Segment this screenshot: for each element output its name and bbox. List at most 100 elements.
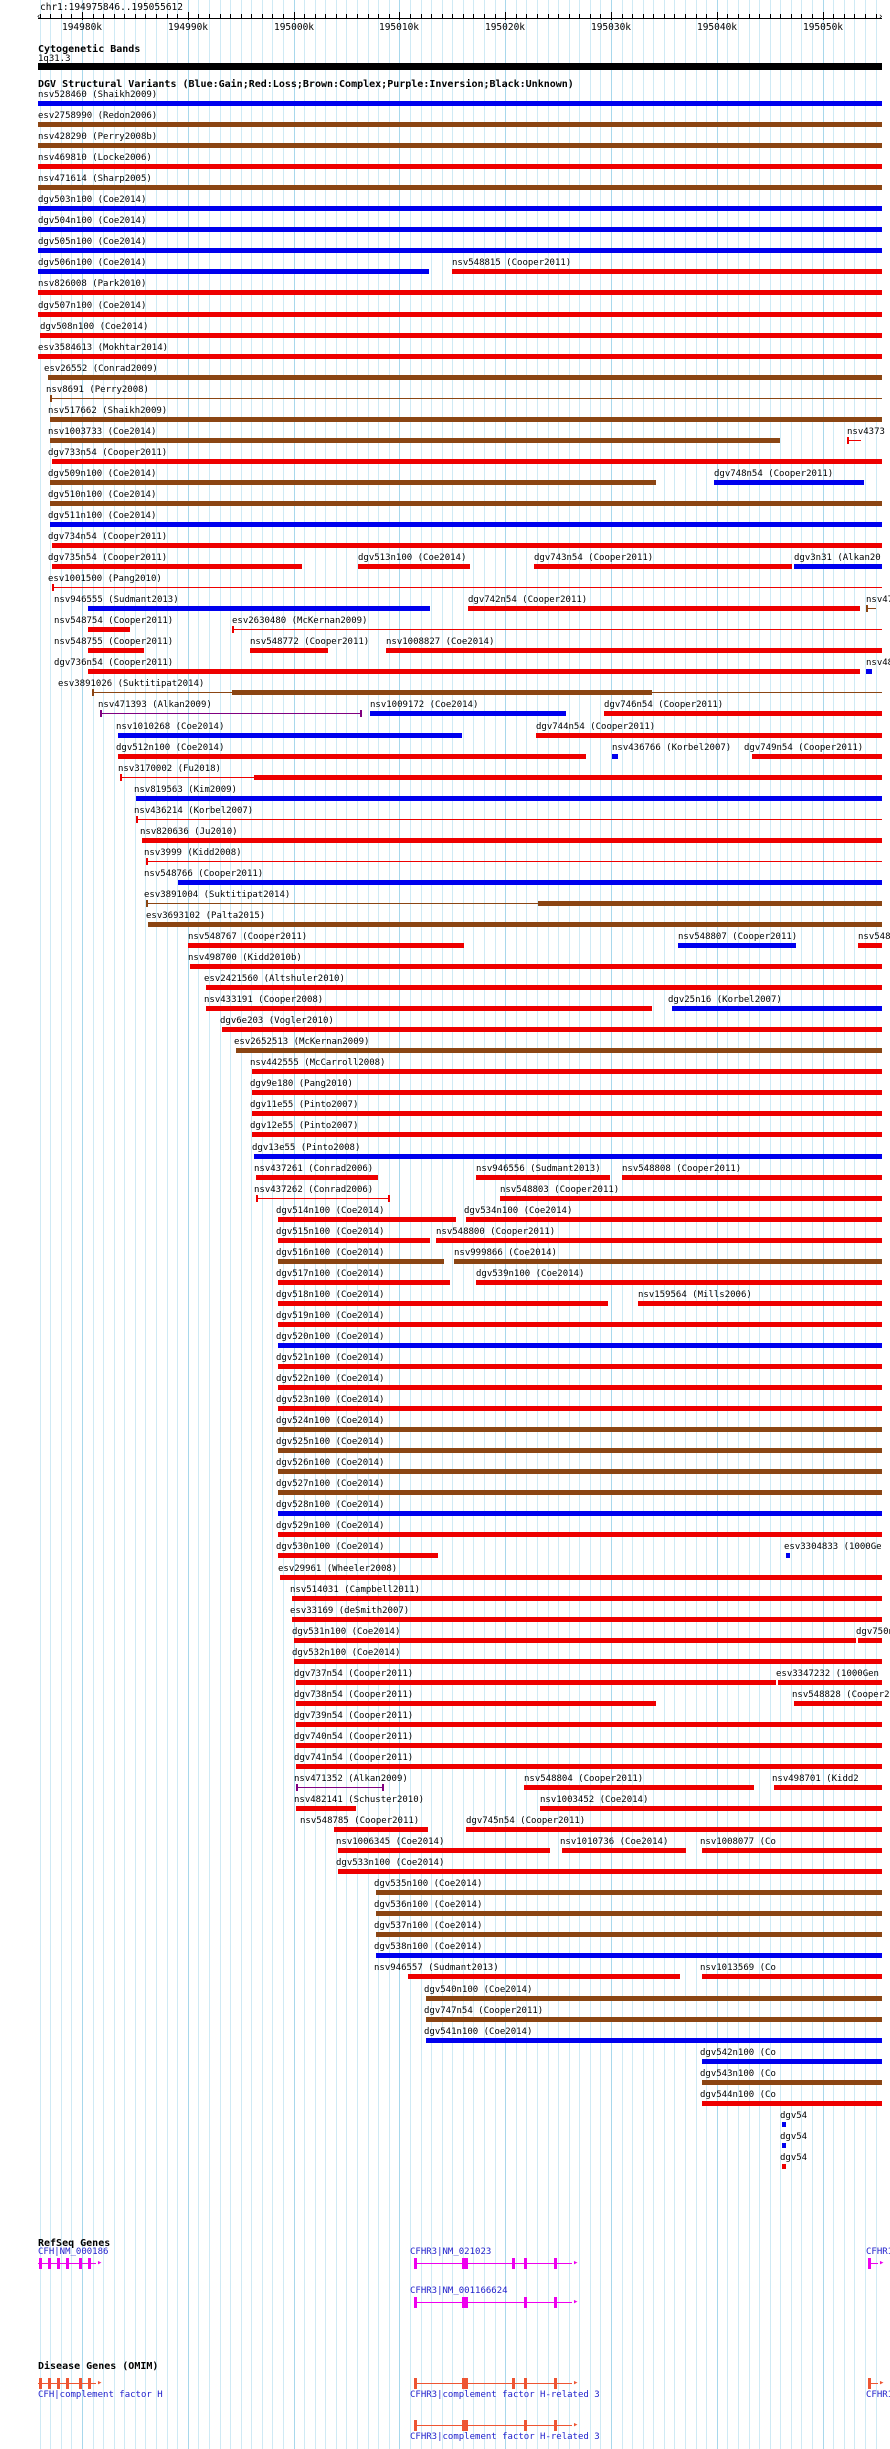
variant-label[interactable]: dgv736n54 (Cooper2011) bbox=[54, 658, 174, 669]
variant-label[interactable]: dgv528n100 (Coe2014) bbox=[276, 1500, 385, 1511]
variant-label[interactable]: dgv737n54 (Cooper2011) bbox=[294, 1668, 414, 1679]
variant-feature-gain[interactable] bbox=[376, 1953, 882, 1960]
variant-feature-loss[interactable] bbox=[408, 1974, 680, 1981]
variant-feature-loss[interactable] bbox=[256, 1194, 390, 1203]
gene-model[interactable]: ▸ bbox=[38, 2258, 104, 2269]
variant-feature-complex[interactable] bbox=[376, 1911, 882, 1918]
variant-feature-loss[interactable] bbox=[500, 1195, 882, 1203]
variant-label[interactable]: nsv548785 (Cooper2011) bbox=[300, 1816, 420, 1827]
variant-feature-complex[interactable] bbox=[538, 900, 882, 908]
variant-feature-loss[interactable] bbox=[254, 774, 882, 782]
variant-feature-complex[interactable] bbox=[50, 416, 882, 424]
variant-feature-loss[interactable] bbox=[88, 648, 144, 655]
variant-label[interactable]: dgv535n100 (Coe2014) bbox=[374, 1879, 483, 1890]
variant-label[interactable]: dgv542n100 (Co bbox=[700, 2047, 776, 2058]
variant-label[interactable]: dgv523n100 (Coe2014) bbox=[276, 1395, 385, 1406]
variant-feature-complex[interactable] bbox=[278, 1490, 882, 1497]
variant-label[interactable]: nsv514031 (Campbell2011) bbox=[290, 1584, 421, 1595]
gene-model[interactable]: ▸ bbox=[414, 2420, 580, 2431]
variant-feature-complex[interactable] bbox=[232, 690, 652, 697]
variant-feature-loss[interactable] bbox=[296, 1679, 776, 1687]
variant-feature-loss[interactable] bbox=[296, 1721, 882, 1729]
variant-feature-loss[interactable] bbox=[38, 290, 882, 297]
variant-feature-gain[interactable] bbox=[714, 479, 864, 487]
variant-feature-gain[interactable] bbox=[866, 669, 872, 676]
variant-feature-loss[interactable] bbox=[38, 353, 882, 361]
variant-feature-loss[interactable] bbox=[466, 1827, 882, 1834]
variant-label[interactable]: nsv437261 (Conrad2006) bbox=[254, 1163, 374, 1174]
variant-feature-complex[interactable] bbox=[50, 479, 656, 487]
variant-feature-gain[interactable] bbox=[678, 943, 796, 950]
variant-feature-loss[interactable] bbox=[794, 1700, 882, 1708]
variant-feature-gain[interactable] bbox=[786, 1553, 790, 1560]
variant-feature-complex[interactable] bbox=[376, 1890, 882, 1897]
variant-feature-loss[interactable] bbox=[52, 564, 302, 571]
variant-label[interactable]: dgv524n100 (Coe2014) bbox=[276, 1416, 385, 1427]
cytoband-bar[interactable] bbox=[38, 63, 882, 70]
variant-feature-loss[interactable] bbox=[280, 1574, 882, 1582]
variant-feature-loss[interactable] bbox=[252, 1069, 882, 1076]
variant-label[interactable]: nsv946556 (Sudmant2013) bbox=[476, 1163, 601, 1174]
variant-feature-complex[interactable] bbox=[38, 185, 882, 192]
variant-label[interactable]: nsv482141 (Schuster2010) bbox=[294, 1795, 425, 1806]
variant-label[interactable]: nsv548828 (Cooper2 bbox=[792, 1689, 890, 1700]
variant-feature-gain[interactable] bbox=[782, 2142, 786, 2150]
variant-label[interactable]: nsv548804 (Cooper2011) bbox=[524, 1774, 644, 1784]
variant-label[interactable]: dgv743n54 (Cooper2011) bbox=[534, 553, 654, 564]
variant-label[interactable]: nsv4373 bbox=[847, 426, 885, 437]
variant-label[interactable]: dgv532n100 (Coe2014) bbox=[292, 1647, 401, 1658]
variant-label[interactable]: nsv498701 (Kidd2 bbox=[772, 1774, 859, 1784]
variant-feature-loss[interactable] bbox=[278, 1279, 450, 1287]
variant-feature-gain[interactable] bbox=[278, 1342, 882, 1350]
variant-feature-complex[interactable] bbox=[50, 500, 882, 508]
variant-label[interactable]: esv2421560 (Altshuler2010) bbox=[204, 974, 345, 985]
variant-label[interactable]: dgv529n100 (Coe2014) bbox=[276, 1521, 385, 1532]
variant-label[interactable]: dgv541n100 (Coe2014) bbox=[424, 2026, 533, 2037]
variant-label[interactable]: nsv436214 (Korbel2007) bbox=[134, 805, 254, 816]
variant-label[interactable]: dgv539n100 (Coe2014) bbox=[476, 1268, 585, 1279]
variant-feature-loss[interactable] bbox=[386, 648, 882, 655]
variant-feature-loss[interactable] bbox=[190, 964, 882, 971]
variant-label[interactable]: dgv747n54 (Cooper2011) bbox=[424, 2005, 544, 2016]
variant-feature-loss[interactable] bbox=[278, 1237, 430, 1245]
variant-label[interactable]: dgv510n100 (Coe2014) bbox=[48, 489, 157, 500]
variant-label[interactable]: esv2652513 (McKernan2009) bbox=[234, 1037, 370, 1048]
variant-label[interactable]: dgv12e55 (Pinto2007) bbox=[250, 1121, 359, 1132]
variant-label[interactable]: nsv548800 (Cooper2011) bbox=[436, 1226, 556, 1237]
variant-feature-gain[interactable] bbox=[178, 879, 882, 887]
variant-label[interactable]: dgv6e203 (Vogler2010) bbox=[220, 1016, 334, 1027]
variant-feature-gain[interactable] bbox=[426, 2037, 882, 2045]
variant-label[interactable]: nsv1013569 (Co bbox=[700, 1963, 776, 1974]
variant-feature-complex[interactable] bbox=[866, 605, 876, 613]
variant-feature-complex[interactable] bbox=[146, 899, 882, 908]
variant-feature-loss[interactable] bbox=[232, 626, 882, 634]
variant-label[interactable]: esv1001500 (Pang2010) bbox=[48, 574, 162, 585]
gene-model[interactable]: ▸ bbox=[38, 2378, 104, 2389]
variant-feature-loss[interactable] bbox=[752, 753, 882, 761]
variant-feature-gain[interactable] bbox=[38, 248, 882, 255]
gene-label[interactable]: CFHR3|complement factor H-related 3 bbox=[410, 2390, 600, 2400]
variant-label[interactable]: dgv503n100 (Coe2014) bbox=[38, 195, 147, 206]
variant-feature-complex[interactable] bbox=[376, 1932, 882, 1939]
variant-label[interactable]: dgv533n100 (Coe2014) bbox=[336, 1858, 445, 1869]
variant-label[interactable]: nsv159564 (Mills2006) bbox=[638, 1289, 752, 1300]
gene-label[interactable]: CFHR3|complement factor H-related 3 bbox=[410, 2432, 600, 2442]
variant-label[interactable]: nsv946555 (Sudmant2013) bbox=[54, 595, 179, 606]
variant-label[interactable]: dgv738n54 (Cooper2011) bbox=[294, 1689, 414, 1700]
variant-feature-loss[interactable] bbox=[778, 1679, 882, 1687]
variant-label[interactable]: dgv526n100 (Coe2014) bbox=[276, 1458, 385, 1469]
variant-feature-loss[interactable] bbox=[252, 1090, 882, 1097]
variant-label[interactable]: dgv519n100 (Coe2014) bbox=[276, 1310, 385, 1321]
variant-label[interactable]: dgv544n100 (Co bbox=[700, 2089, 776, 2100]
variant-label[interactable]: nsv1003733 (Coe2014) bbox=[48, 426, 157, 437]
variant-feature-loss[interactable] bbox=[292, 1595, 882, 1603]
variant-label[interactable]: nsv498700 (Kidd2010b) bbox=[188, 953, 302, 964]
variant-feature-loss[interactable] bbox=[436, 1237, 882, 1245]
variant-label[interactable]: dgv25n16 (Korbel2007) bbox=[668, 995, 782, 1006]
variant-label[interactable]: dgv512n100 (Coe2014) bbox=[116, 742, 225, 753]
variant-feature-inversion[interactable] bbox=[100, 710, 362, 718]
variant-feature-loss[interactable] bbox=[702, 1848, 882, 1855]
gene-model[interactable]: ▸ bbox=[414, 2378, 580, 2389]
variant-label[interactable]: dgv3n31 (Alkan20 bbox=[794, 553, 881, 564]
variant-label[interactable]: dgv538n100 (Coe2014) bbox=[374, 1942, 483, 1953]
